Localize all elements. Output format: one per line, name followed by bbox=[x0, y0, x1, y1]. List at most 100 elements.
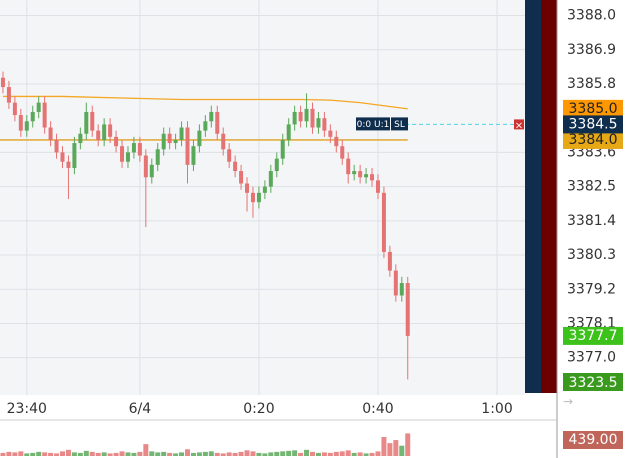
candle-body bbox=[185, 127, 190, 165]
candle-body bbox=[274, 158, 279, 172]
volume-bar bbox=[381, 436, 387, 456]
candle-body bbox=[24, 121, 29, 131]
volume-bar bbox=[244, 450, 250, 456]
order-close-box[interactable] bbox=[514, 119, 524, 130]
side-bar-navy bbox=[525, 0, 541, 393]
volume-bar bbox=[321, 452, 327, 456]
x-tick-label: 6/4 bbox=[129, 401, 152, 417]
price-tag-label: 3385.0 bbox=[569, 101, 618, 117]
volume-bar bbox=[310, 451, 315, 456]
y-tick-label: 3381.4 bbox=[567, 213, 616, 229]
candle-body bbox=[173, 139, 178, 144]
candle-body bbox=[346, 158, 351, 175]
volume-bar bbox=[387, 443, 393, 456]
volume-bar bbox=[89, 451, 95, 456]
candle-body bbox=[387, 251, 392, 271]
candle-body bbox=[227, 149, 232, 162]
off-scale-label: 3323.5 bbox=[569, 375, 618, 391]
candle-body bbox=[96, 130, 101, 140]
volume-bar bbox=[292, 450, 298, 456]
volume-bar bbox=[54, 453, 60, 456]
candle-body bbox=[48, 127, 53, 140]
volume-bar bbox=[0, 452, 6, 456]
volume-bar bbox=[304, 449, 310, 456]
volume-bar bbox=[286, 450, 292, 456]
volume-bar bbox=[375, 451, 381, 456]
volume-bar bbox=[256, 452, 262, 456]
y-tick-label: 3377.0 bbox=[567, 350, 616, 366]
volume-bar bbox=[179, 452, 185, 456]
volume-bar bbox=[298, 452, 304, 456]
volume-tag bbox=[563, 431, 623, 449]
order-qty-box bbox=[356, 117, 390, 131]
price-tag-label: 3384.0 bbox=[569, 132, 618, 148]
volume-bar bbox=[274, 451, 280, 456]
candle-body bbox=[262, 186, 267, 193]
candle-body bbox=[191, 146, 196, 165]
candle-body bbox=[60, 152, 65, 162]
order-type: SL bbox=[394, 120, 405, 130]
candle-body bbox=[268, 171, 273, 187]
scroll-arrow[interactable]: → bbox=[563, 395, 573, 409]
candle-body bbox=[0, 77, 5, 88]
y-tick-label: 3386.9 bbox=[567, 42, 616, 58]
volume-bar bbox=[161, 451, 167, 456]
volume-bar bbox=[60, 451, 65, 456]
volume-bar bbox=[12, 452, 18, 456]
candle-body bbox=[197, 130, 202, 147]
volume-bar bbox=[36, 451, 42, 456]
candle-body bbox=[280, 139, 285, 159]
candle-body bbox=[108, 124, 113, 137]
candle-body bbox=[155, 149, 160, 165]
candle-body bbox=[179, 127, 184, 140]
volume-bar bbox=[24, 453, 30, 456]
candle-body bbox=[304, 108, 309, 122]
volume-bar bbox=[48, 452, 54, 456]
candle-body bbox=[239, 171, 244, 184]
candle-body bbox=[149, 164, 154, 178]
volume-bar bbox=[125, 452, 131, 456]
volume-bar bbox=[185, 449, 190, 456]
price-tag-label: 3377.7 bbox=[569, 328, 618, 344]
order-close[interactable]: × bbox=[515, 120, 523, 131]
candle-body bbox=[370, 174, 375, 181]
candle-body bbox=[215, 111, 220, 134]
y-tick-label: 3382.5 bbox=[567, 179, 616, 195]
candle-body bbox=[90, 111, 95, 131]
y-tick-label: 3380.3 bbox=[567, 247, 616, 263]
candle-body bbox=[167, 133, 172, 144]
volume-bar bbox=[262, 453, 268, 456]
candle-body bbox=[328, 130, 333, 137]
volume-bar bbox=[131, 452, 137, 456]
volume-bar bbox=[339, 451, 345, 456]
volume-bar bbox=[345, 450, 351, 456]
volume-bar bbox=[65, 449, 71, 456]
candle-body bbox=[322, 118, 327, 131]
side-bar-red bbox=[541, 0, 557, 393]
y-tick-label: 3385.8 bbox=[567, 76, 616, 92]
volume-bar bbox=[351, 452, 357, 456]
volume-bar bbox=[202, 451, 208, 456]
candle-body bbox=[393, 270, 398, 296]
volume-bar bbox=[190, 452, 196, 456]
volume-bar bbox=[363, 453, 369, 456]
volume-bar bbox=[357, 452, 363, 456]
volume-bar bbox=[30, 452, 36, 456]
price-tag bbox=[563, 115, 623, 134]
volume-bar bbox=[173, 453, 179, 456]
volume-bar bbox=[18, 451, 24, 456]
candle-body bbox=[375, 180, 380, 193]
x-tick-label: 0:40 bbox=[362, 401, 393, 417]
candle-body bbox=[161, 133, 166, 150]
candle-body bbox=[286, 124, 291, 140]
candle-body bbox=[72, 143, 77, 168]
candle-body bbox=[120, 146, 125, 162]
candle-body bbox=[209, 111, 214, 122]
volume-tag-label: 439.00 bbox=[569, 432, 618, 448]
volume-bar bbox=[250, 451, 256, 456]
volume-bar bbox=[83, 450, 89, 456]
y-tick-label: 3379.2 bbox=[567, 281, 616, 297]
volume-bar bbox=[405, 433, 411, 456]
volume-bar bbox=[107, 453, 113, 456]
